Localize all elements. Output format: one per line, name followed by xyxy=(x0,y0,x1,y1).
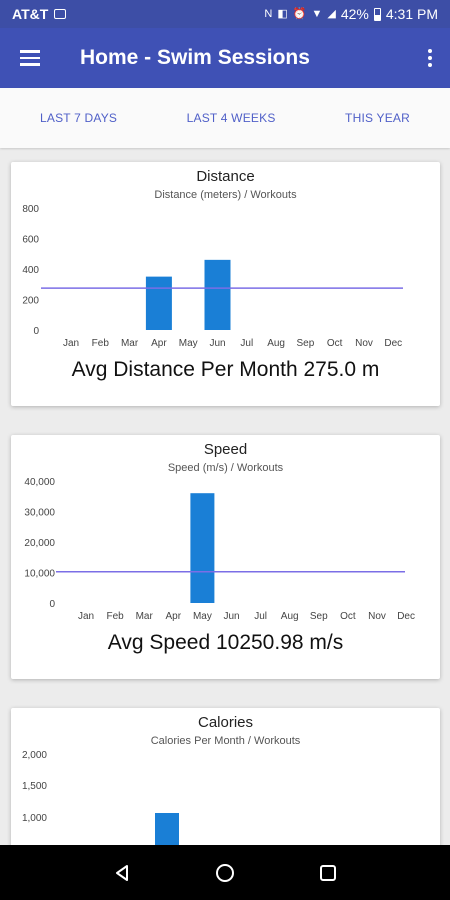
tab-this-year[interactable]: THIS YEAR xyxy=(345,111,410,125)
back-icon[interactable] xyxy=(102,853,142,893)
speed-chart-card: Speed Speed (m/s) / Workouts 0 10,000 20,0… xyxy=(11,435,440,679)
x-tick-label: Feb xyxy=(106,611,124,622)
x-tick-label: Jan xyxy=(63,338,79,349)
x-tick-label: Jan xyxy=(78,611,94,622)
carrier-label: AT&T xyxy=(12,6,49,22)
y-tick-label: 20,000 xyxy=(24,538,55,549)
y-tick-label: 0 xyxy=(49,599,55,610)
x-tick-label: Apr xyxy=(166,611,182,622)
tab-last-4-weeks[interactable]: LAST 4 WEEKS xyxy=(186,111,276,125)
x-tick-label: May xyxy=(179,338,198,349)
x-tick-label: Oct xyxy=(327,338,343,349)
y-tick-label: 200 xyxy=(22,296,39,307)
battery-percent: 42% xyxy=(340,6,369,22)
chart-title: Calories xyxy=(197,714,254,731)
app-bar: Home - Swim Sessions xyxy=(0,28,450,88)
x-tick-label: Jun xyxy=(209,338,225,349)
chart-subtitle: Calories Per Month / Workouts xyxy=(150,735,301,747)
y-tick-label: 30,000 xyxy=(24,508,55,519)
x-tick-label: Apr xyxy=(151,338,167,349)
nfc-icon: N xyxy=(264,7,273,20)
status-bar: AT&T N ◧ ⏰ ▼ ◢ 42% 4:31 PM xyxy=(0,0,450,28)
x-tick-label: Jul xyxy=(240,338,253,349)
x-tick-label: Feb xyxy=(92,338,110,349)
avg-speed-summary: Avg Speed 10250.98 m/s xyxy=(107,631,344,654)
x-tick-label: Aug xyxy=(267,338,285,349)
chart-title: Speed xyxy=(203,441,248,458)
system-nav-bar xyxy=(0,845,450,900)
battery-icon xyxy=(373,7,381,21)
calories-chart-card: Calories Calories Per Month / Workouts 2… xyxy=(11,708,440,858)
y-tick-label: 800 xyxy=(22,204,39,215)
x-tick-label: Jun xyxy=(223,611,239,622)
bar-jun xyxy=(204,259,231,330)
bar-may xyxy=(190,493,215,603)
y-tick-label: 2,000 xyxy=(22,750,47,761)
y-tick-label: 1,500 xyxy=(22,781,47,792)
x-tick-label: May xyxy=(193,611,212,622)
avg-distance-summary: Avg Distance Per Month 275.0 m xyxy=(71,358,380,381)
x-tick-label: Oct xyxy=(340,611,356,622)
period-tabs: LAST 7 DAYS LAST 4 WEEKS THIS YEAR xyxy=(0,88,450,148)
chart-subtitle: Distance (meters) / Workouts xyxy=(154,189,297,201)
distance-chart-card: Distance Distance (meters) / Workouts 0 2… xyxy=(11,162,440,406)
chart-subtitle: Speed (m/s) / Workouts xyxy=(167,462,284,474)
message-icon xyxy=(54,9,67,19)
recents-icon[interactable] xyxy=(308,853,348,893)
x-tick-label: Sep xyxy=(310,611,328,622)
vibrate-icon: ◧ xyxy=(277,7,288,20)
bar-apr xyxy=(145,276,172,330)
x-tick-label: Jul xyxy=(254,611,267,622)
x-tick-label: Dec xyxy=(397,611,415,622)
y-tick-label: 400 xyxy=(22,265,39,276)
x-tick-label: Nov xyxy=(355,338,373,349)
y-tick-label: 40,000 xyxy=(24,477,55,488)
x-tick-label: Nov xyxy=(368,611,386,622)
clock: 4:31 PM xyxy=(385,6,438,22)
x-tick-label: Sep xyxy=(297,338,315,349)
more-options-icon[interactable] xyxy=(410,28,450,88)
signal-icon: ◢ xyxy=(327,7,336,20)
calories-chart: 2,000 1,500 1,000 xyxy=(22,750,179,858)
y-tick-label: 10,000 xyxy=(24,569,55,580)
wifi-icon: ▼ xyxy=(311,7,323,20)
y-tick-label: 1,000 xyxy=(22,813,47,824)
bar-may xyxy=(175,329,202,331)
speed-chart: 0 10,000 20,000 30,000 40,000 Jan Feb Mar Apr May… xyxy=(24,477,415,622)
alarm-icon: ⏰ xyxy=(292,7,307,20)
page-title: Home - Swim Sessions xyxy=(80,46,310,69)
x-tick-label: Mar xyxy=(121,338,139,349)
x-tick-label: Aug xyxy=(281,611,299,622)
x-tick-label: Mar xyxy=(136,611,154,622)
home-icon[interactable] xyxy=(205,853,245,893)
y-tick-label: 600 xyxy=(22,235,39,246)
hamburger-menu-icon[interactable] xyxy=(0,28,60,88)
x-tick-label: Dec xyxy=(384,338,402,349)
distance-chart: 0 200 400 600 800 Jan Feb Mar Apr May Jun Jul Aug Sep… xyxy=(22,204,403,349)
y-tick-label: 0 xyxy=(33,326,39,337)
tab-last-7-days[interactable]: LAST 7 DAYS xyxy=(40,111,118,125)
chart-title: Distance xyxy=(196,168,255,185)
